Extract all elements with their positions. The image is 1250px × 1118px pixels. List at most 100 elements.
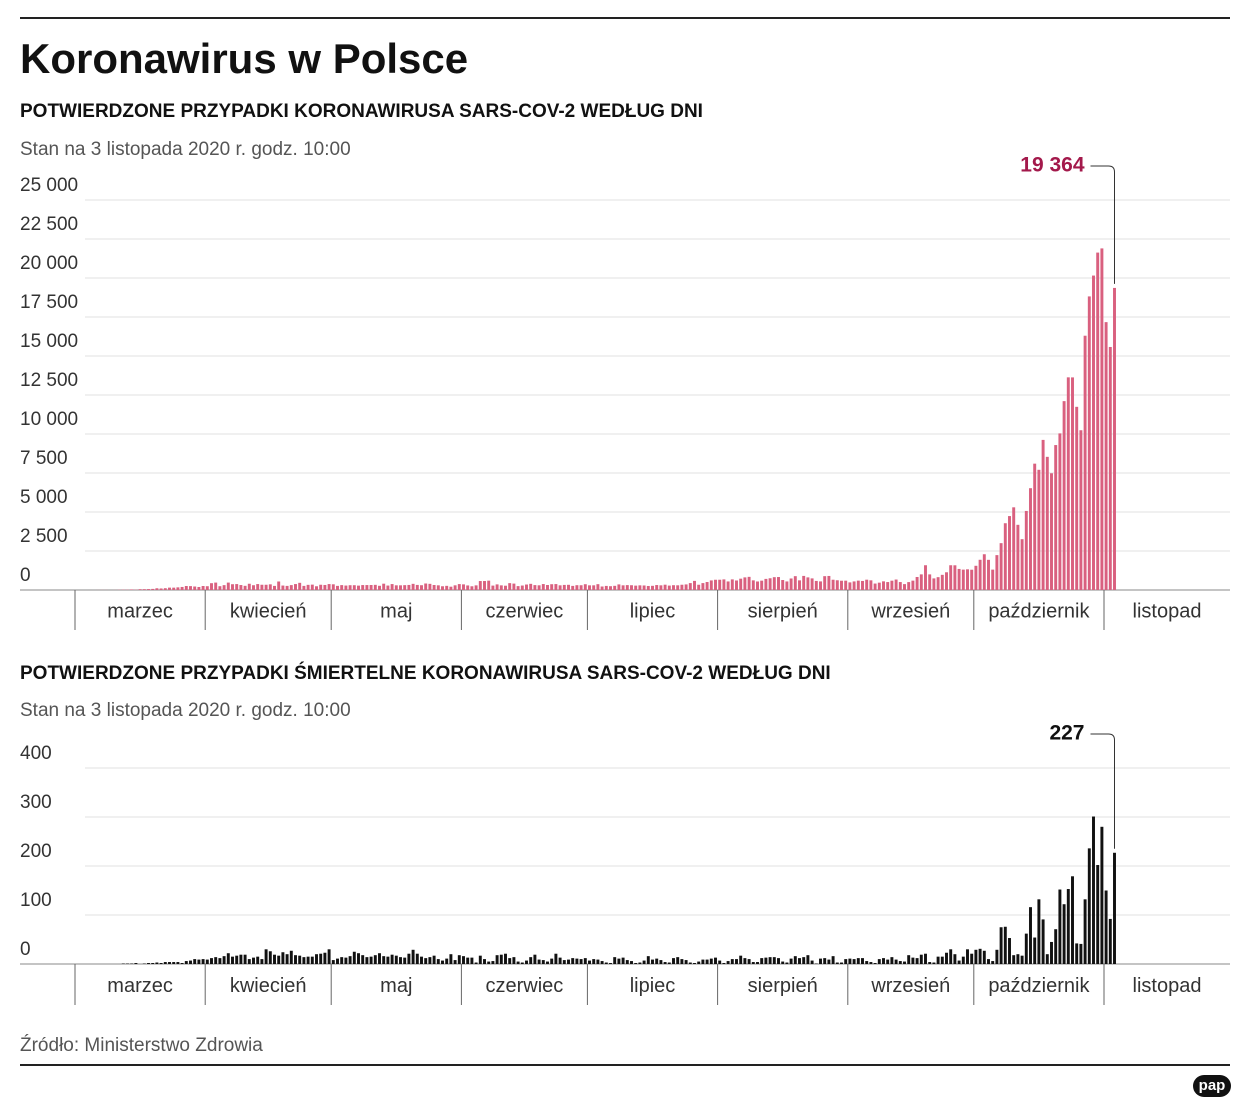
bar — [550, 584, 553, 590]
bar — [638, 963, 641, 964]
bar — [1113, 853, 1116, 964]
bar — [1079, 944, 1082, 964]
x-tick-label: marzec — [107, 600, 173, 622]
bar — [365, 585, 368, 590]
page-title: Koronawirus w Polsce — [20, 35, 468, 82]
bar — [626, 585, 629, 590]
bar — [575, 585, 578, 590]
bar — [945, 953, 948, 964]
bar — [382, 584, 385, 590]
bar — [974, 950, 977, 964]
bar — [315, 586, 318, 590]
bar — [328, 584, 331, 590]
bar — [979, 949, 982, 964]
bar — [995, 950, 998, 964]
bar — [1033, 464, 1036, 590]
bar — [983, 951, 986, 964]
bar — [941, 575, 944, 590]
bar — [386, 957, 389, 964]
bar — [1033, 938, 1036, 964]
x-tick-label: maj — [380, 600, 412, 622]
bar — [899, 961, 902, 964]
bar — [470, 958, 473, 964]
bar — [378, 586, 381, 590]
bar — [958, 961, 961, 964]
bar — [290, 585, 293, 590]
bar — [693, 581, 696, 590]
bar — [764, 958, 767, 964]
bar — [399, 585, 402, 590]
bar — [920, 574, 923, 590]
bar — [920, 955, 923, 964]
bar — [1021, 539, 1024, 590]
y-tick-label: 5 000 — [20, 487, 68, 508]
bar — [302, 586, 305, 590]
y-tick-label: 400 — [20, 743, 52, 764]
bar — [302, 957, 305, 964]
bar — [1067, 377, 1070, 590]
bar — [580, 959, 583, 964]
bar — [853, 581, 856, 590]
bar — [1012, 507, 1015, 590]
bar — [164, 962, 167, 964]
x-tick-label: kwiecień — [230, 600, 307, 622]
bar — [680, 959, 683, 964]
bar — [743, 958, 746, 964]
bar — [370, 957, 373, 964]
bar — [353, 952, 356, 964]
x-tick-label: kwiecień — [230, 975, 307, 997]
bar — [966, 569, 969, 590]
bar — [1046, 457, 1049, 590]
bar — [941, 957, 944, 964]
bar — [827, 960, 830, 964]
bar — [139, 589, 142, 590]
bar — [937, 577, 940, 590]
y-tick-label: 15 000 — [20, 331, 78, 352]
bar — [286, 586, 289, 590]
bar — [403, 958, 406, 964]
bar — [697, 585, 700, 590]
bar — [172, 962, 175, 964]
bar — [470, 586, 473, 590]
bar — [622, 585, 625, 590]
bar — [945, 572, 948, 590]
bar — [344, 586, 347, 590]
bar — [727, 961, 730, 964]
bar — [882, 958, 885, 964]
bar — [659, 960, 662, 964]
bar — [1037, 899, 1040, 964]
bar — [722, 963, 725, 964]
bar — [1037, 470, 1040, 590]
bar — [512, 584, 515, 590]
bar — [475, 585, 478, 590]
y-tick-label: 10 000 — [20, 409, 78, 430]
bar — [634, 963, 637, 964]
bar — [1100, 248, 1103, 590]
bar — [479, 581, 482, 590]
bar — [227, 583, 230, 590]
bar — [517, 962, 520, 964]
bar — [584, 584, 587, 590]
bar — [533, 585, 536, 590]
bar — [458, 955, 461, 964]
bar — [151, 963, 154, 964]
bar — [420, 585, 423, 590]
bar — [1071, 377, 1074, 590]
bar — [764, 579, 767, 590]
annotation: 19 364 — [1020, 154, 1085, 177]
bar — [869, 580, 872, 590]
bar — [727, 581, 730, 590]
bar — [806, 955, 809, 964]
bar — [189, 586, 192, 590]
bar — [340, 585, 343, 590]
bar — [928, 574, 931, 590]
bar — [643, 585, 646, 590]
bar — [277, 581, 280, 590]
bar — [693, 963, 696, 964]
bar — [164, 588, 167, 590]
bar — [542, 960, 545, 964]
bar — [613, 957, 616, 964]
bar — [874, 584, 877, 590]
bar — [1113, 288, 1116, 590]
bar — [647, 586, 650, 590]
